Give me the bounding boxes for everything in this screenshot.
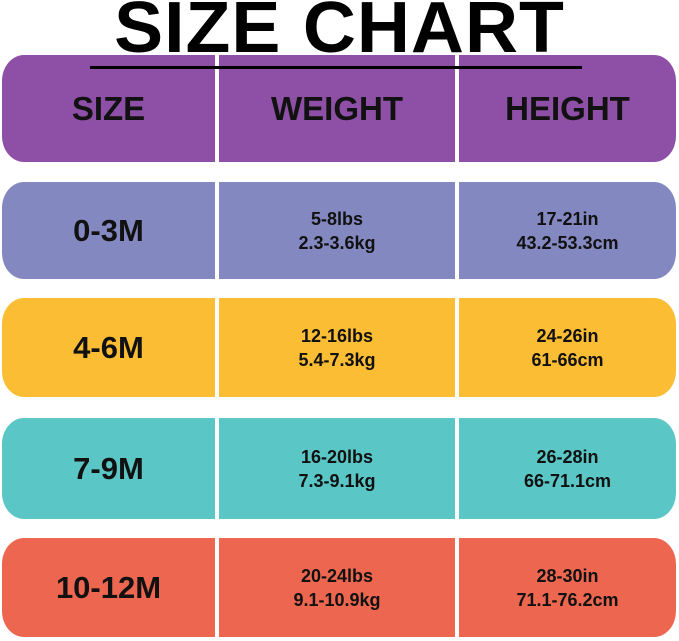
height-in: 26-28in [536, 446, 599, 467]
table-row: 0-3M 5-8lbs 2.3-3.6kg 17-21in 43.2-53.3cm [2, 182, 676, 279]
table-row: 10-12M 20-24lbs 9.1-10.9kg 28-30in 71.1-76… [2, 538, 676, 637]
height-cm: 71.1-76.2cm [516, 589, 619, 610]
header-row: SIZE WEIGHT HEIGHT [2, 55, 676, 162]
height-cell: 24-26in 61-66cm [459, 298, 676, 397]
height-cm: 43.2-53.3cm [516, 232, 619, 253]
size-cell: 7-9M [2, 418, 215, 519]
height-cell: 26-28in 66-71.1cm [459, 418, 676, 519]
height-in: 28-30in [536, 565, 599, 586]
header-weight: WEIGHT [219, 55, 455, 162]
header-size: SIZE [2, 55, 215, 162]
weight-kg: 2.3-3.6kg [298, 232, 376, 253]
weight-lbs: 12-16lbs [300, 325, 374, 346]
header-height: HEIGHT [459, 55, 676, 162]
weight-cell: 16-20lbs 7.3-9.1kg [219, 418, 455, 519]
height-cm: 66-71.1cm [523, 470, 612, 491]
weight-lbs: 20-24lbs [300, 565, 374, 586]
page-title: SIZE CHART [114, 0, 565, 68]
height-in: 17-21in [536, 208, 599, 229]
weight-kg: 9.1-10.9kg [293, 589, 381, 610]
height-cm: 61-66cm [531, 349, 604, 370]
height-in: 24-26in [536, 325, 599, 346]
height-cell: 28-30in 71.1-76.2cm [459, 538, 676, 637]
weight-kg: 5.4-7.3kg [298, 349, 376, 370]
weight-kg: 7.3-9.1kg [298, 470, 376, 491]
height-cell: 17-21in 43.2-53.3cm [459, 182, 676, 279]
weight-cell: 12-16lbs 5.4-7.3kg [219, 298, 455, 397]
title-underline [90, 66, 582, 69]
weight-cell: 20-24lbs 9.1-10.9kg [219, 538, 455, 637]
table-row: 4-6M 12-16lbs 5.4-7.3kg 24-26in 61-66cm [2, 298, 676, 397]
size-cell: 0-3M [2, 182, 215, 279]
size-cell: 4-6M [2, 298, 215, 397]
weight-lbs: 16-20lbs [300, 446, 374, 467]
weight-lbs: 5-8lbs [310, 208, 364, 229]
weight-cell: 5-8lbs 2.3-3.6kg [219, 182, 455, 279]
size-cell: 10-12M [2, 538, 215, 637]
table-row: 7-9M 16-20lbs 7.3-9.1kg 26-28in 66-71.1cm [2, 418, 676, 519]
